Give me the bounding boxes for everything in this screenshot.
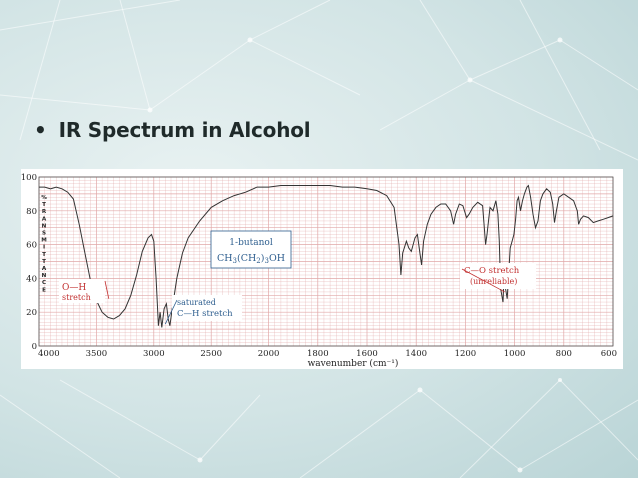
compound-label-box: 1-butanol CH3(CH2)3OH xyxy=(210,230,292,269)
x-tick-label: 2500 xyxy=(200,349,222,359)
y-tick-label: 20 xyxy=(26,308,37,318)
x-tick-label: 4000 xyxy=(38,349,60,359)
y-tick-label: 40 xyxy=(26,274,37,284)
x-tick-label: 1400 xyxy=(405,349,427,359)
x-tick-label: 2000 xyxy=(258,349,280,359)
ir-spectrum-chart: 0 20 40 60 80 100 4000 3500 3000 2500 2000 1800 160… xyxy=(21,169,623,369)
oh-pointer-line xyxy=(104,280,110,299)
x-tick-label: 1600 xyxy=(356,349,378,359)
slide-bullet-title: • IR Spectrum in Alcohol xyxy=(34,118,311,142)
bullet-text: IR Spectrum in Alcohol xyxy=(58,118,311,142)
x-tick-label: 1200 xyxy=(455,349,477,359)
co-label: C—O stretch xyxy=(464,266,520,276)
x-tick-label: 1800 xyxy=(307,349,329,359)
ch-sublabel: C—H stretch xyxy=(177,309,233,319)
x-tick-label: 1000 xyxy=(504,349,526,359)
x-axis-label: wavenumber (cm⁻¹) xyxy=(308,358,399,369)
ch-pointer-line xyxy=(164,299,178,325)
y-tick-label: 100 xyxy=(21,173,37,183)
oh-label: O—H xyxy=(62,283,86,293)
y-tick-label: 60 xyxy=(26,241,37,251)
spectrum-trace xyxy=(39,184,614,328)
chart-axes xyxy=(38,176,614,347)
y-tick-label: 0 xyxy=(32,342,37,352)
co-pointer-line xyxy=(461,268,505,293)
co-stretch-annotation: C—O stretch (unreliable) xyxy=(460,263,536,293)
oh-sublabel: stretch xyxy=(62,293,91,302)
bullet-dot: • xyxy=(34,118,47,142)
co-sublabel: (unreliable) xyxy=(470,277,517,286)
compound-formula: CH3(CH2)3OH xyxy=(217,253,285,265)
y-axis-label: % T R A N S M I T T A N C E xyxy=(41,195,47,293)
x-tick-label: 600 xyxy=(601,349,617,359)
plot-frame xyxy=(38,176,614,347)
compound-name: 1-butanol xyxy=(229,238,273,248)
y-tick-label: 80 xyxy=(26,207,37,217)
x-tick-labels: 4000 3500 3000 2500 2000 1800 1600 1400 1200 1000… xyxy=(38,349,617,359)
oh-stretch-annotation: O—H stretch xyxy=(59,279,110,303)
x-tick-label: 3000 xyxy=(143,349,165,359)
ch-label: saturated xyxy=(177,298,216,307)
ch-stretch-annotation: saturated C—H stretch xyxy=(164,295,242,325)
y-tick-labels: 0 20 40 60 80 100 xyxy=(21,173,37,352)
x-tick-label: 3500 xyxy=(86,349,108,359)
x-tick-label: 800 xyxy=(556,349,572,359)
